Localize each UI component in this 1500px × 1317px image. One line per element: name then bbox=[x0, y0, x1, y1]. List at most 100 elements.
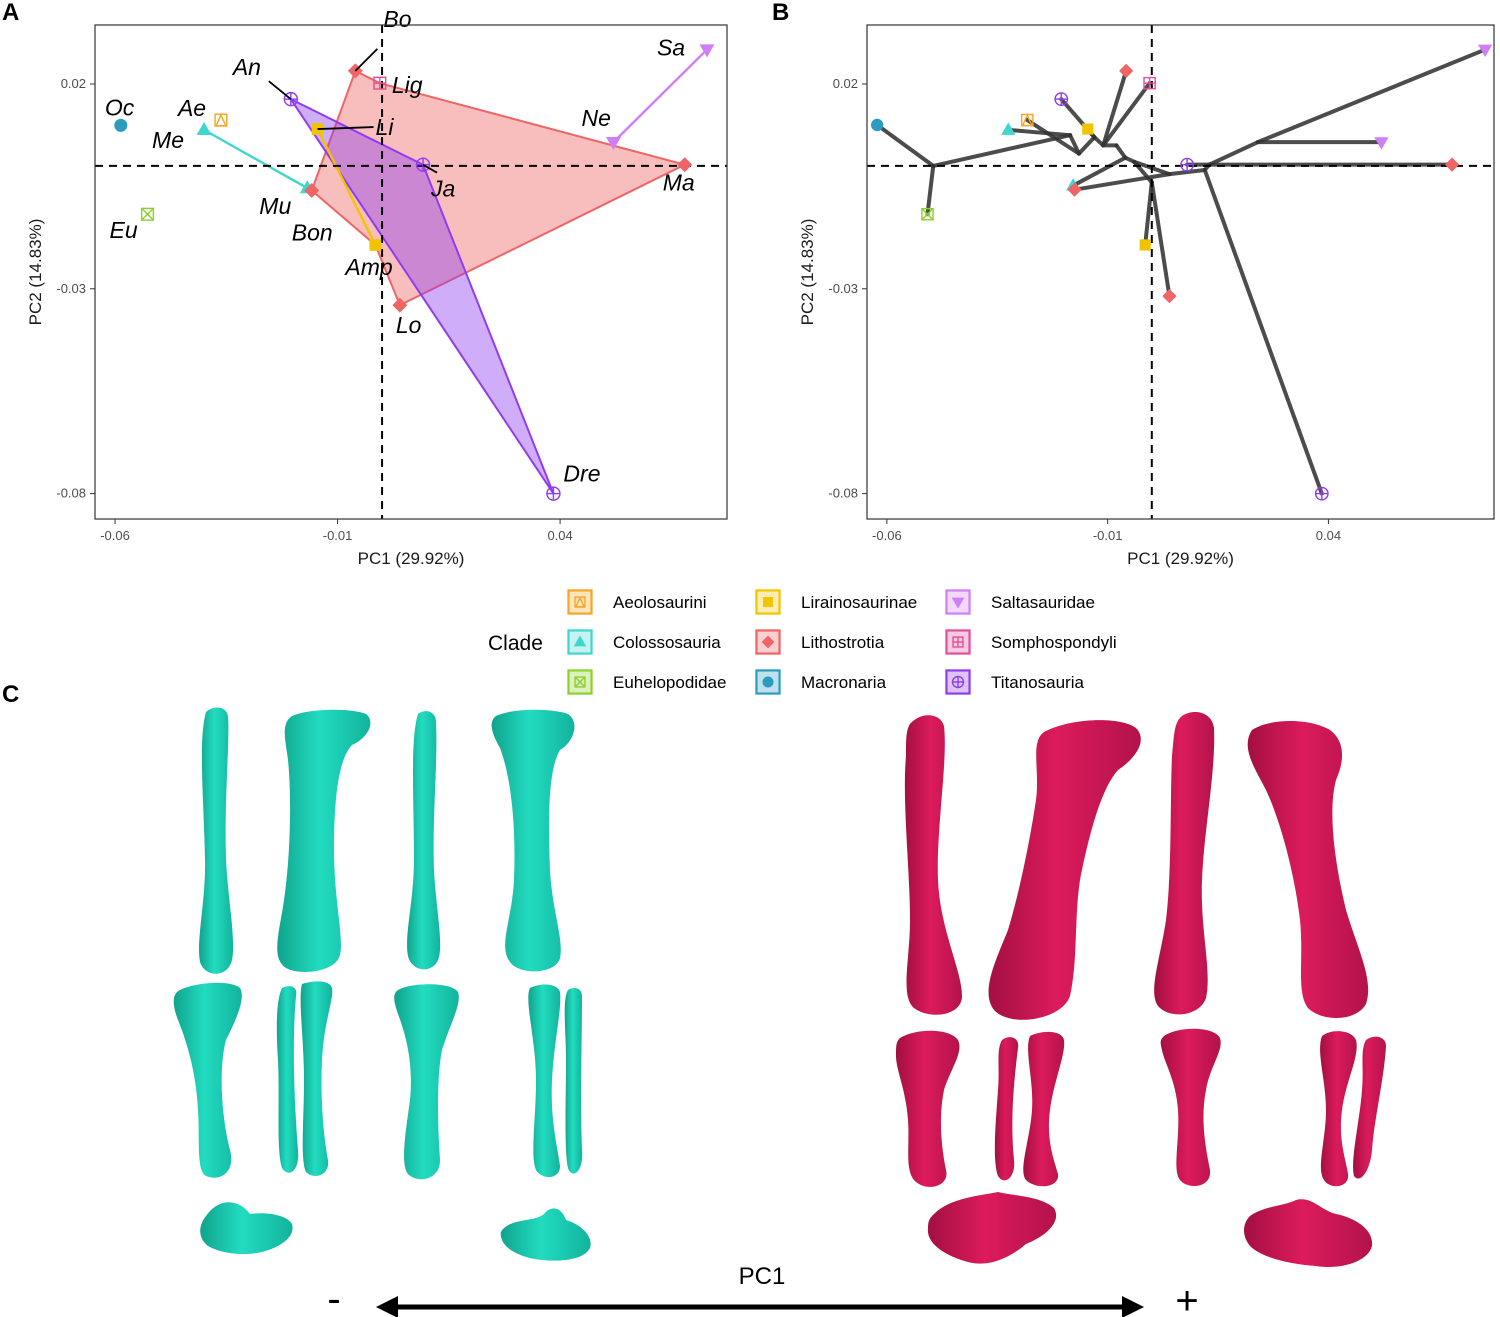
tree-edge bbox=[875, 122, 936, 168]
y-tick-label: 0.02 bbox=[833, 76, 858, 91]
plot-border bbox=[94, 24, 728, 520]
hull-titanosauria bbox=[287, 96, 555, 495]
bone-negative-radius-1 bbox=[199, 707, 234, 974]
tree-edge bbox=[1143, 180, 1154, 247]
point-label-oc: Oc bbox=[105, 94, 135, 120]
x-tick-label: -0.01 bbox=[1093, 528, 1123, 543]
segment-saltasauridae bbox=[612, 48, 708, 144]
tip-an bbox=[1054, 92, 1069, 107]
tip-sa bbox=[1478, 44, 1493, 58]
leader-line-an bbox=[268, 80, 292, 100]
point-label-li: Li bbox=[376, 114, 395, 140]
bone-negative-fibula-1b bbox=[300, 981, 333, 1176]
tree-edge bbox=[1025, 118, 1081, 156]
tip-bo bbox=[1119, 63, 1134, 79]
legend-label-aeolosaurini: Aeolosaurini bbox=[613, 593, 707, 612]
tree-edge bbox=[1071, 155, 1128, 188]
bone-positive-fibula-2a bbox=[1320, 1031, 1357, 1187]
legend-label-titanosauria: Titanosauria bbox=[991, 673, 1084, 692]
pc1-arrow-label: PC1 bbox=[739, 1263, 786, 1290]
legend-key-plus-in-circle-icon bbox=[945, 669, 971, 695]
tree-edge bbox=[1167, 168, 1207, 177]
point-label-ne: Ne bbox=[582, 105, 611, 131]
panel-letter-a: A bbox=[2, 0, 19, 26]
point-oc bbox=[114, 118, 128, 132]
tree-edge bbox=[1149, 180, 1172, 299]
bone-negative-humerus-1 bbox=[277, 709, 371, 972]
tip-eu bbox=[921, 207, 934, 221]
plot-border bbox=[866, 24, 1495, 520]
legend-label-somphospondyli: Somphospondyli bbox=[991, 633, 1117, 652]
bone-negative-tibia-2 bbox=[394, 984, 459, 1180]
bone-positive-fibula-1a bbox=[994, 1037, 1019, 1181]
tip-me bbox=[1001, 122, 1016, 135]
segment-lirainosaurinae bbox=[316, 128, 377, 246]
legend-key-filled-triangle-icon bbox=[567, 629, 593, 655]
x-tick-label: -0.06 bbox=[100, 528, 130, 543]
tree-edge bbox=[1255, 47, 1488, 145]
legend-label-saltasauridae: Saltasauridae bbox=[991, 593, 1095, 612]
point-label-sa: Sa bbox=[657, 35, 685, 61]
bone-positive-humerus-2 bbox=[1247, 721, 1369, 1019]
y-axis-title: PC2 (14.83%) bbox=[26, 219, 45, 326]
bone-negative-radius-2 bbox=[407, 711, 441, 970]
tip-ja bbox=[1180, 157, 1195, 172]
bone-positive-tibia-1 bbox=[896, 1030, 960, 1187]
tree-edge bbox=[1114, 143, 1128, 160]
tree-edge bbox=[931, 133, 1073, 168]
point-lig bbox=[373, 76, 387, 90]
point-label-ma: Ma bbox=[663, 170, 695, 196]
tree-edge bbox=[1076, 135, 1097, 156]
point-label-lo: Lo bbox=[396, 312, 422, 338]
point-eu bbox=[140, 207, 155, 221]
legend-label-colossosauria: Colossosauria bbox=[613, 633, 721, 652]
bone-positive-fibula-1b bbox=[1023, 1031, 1065, 1187]
point-ne bbox=[606, 136, 621, 150]
tip-li bbox=[1082, 123, 1094, 135]
tip-bon bbox=[1067, 182, 1082, 197]
bone-negative-fibula-1a bbox=[276, 986, 299, 1173]
pca-scatter-panel-a: -0.06 -0.01 0.04 0.02 -0.03 -0.08 PC1 (29.92%)… bbox=[26, 6, 728, 568]
y-tick-label: 0.02 bbox=[61, 76, 86, 91]
bone-positive-foot-1 bbox=[927, 1192, 1057, 1264]
pc1-minus-sign: - bbox=[327, 1277, 340, 1317]
segment-colossosauria bbox=[203, 128, 308, 190]
legend-title: Clade bbox=[488, 632, 543, 655]
point-label-eu: Eu bbox=[110, 217, 138, 243]
tip-ma bbox=[1444, 157, 1460, 172]
legend-label-lithostrotia: Lithostrotia bbox=[801, 633, 885, 652]
y-tick-label: -0.08 bbox=[828, 486, 858, 501]
x-tick-label: -0.01 bbox=[323, 528, 353, 543]
leader-line-li bbox=[317, 126, 374, 130]
legend-label-euhelopodidae: Euhelopodidae bbox=[613, 673, 726, 692]
tip-lo bbox=[1162, 289, 1177, 304]
x-tick-label: 0.04 bbox=[1316, 528, 1341, 543]
point-label-mu: Mu bbox=[259, 193, 291, 219]
tree-edge bbox=[1006, 127, 1073, 138]
legend-key-filled-square-icon bbox=[755, 589, 781, 615]
tip-amp bbox=[1139, 239, 1151, 251]
point-label-bo: Bo bbox=[383, 6, 411, 32]
bone-positive-fibula-2b bbox=[1353, 1036, 1386, 1179]
point-bon bbox=[304, 183, 320, 198]
x-tick-label: 0.04 bbox=[547, 528, 572, 543]
legend-key-inverted-triangle-icon bbox=[945, 589, 971, 615]
panel-letter-b: B bbox=[772, 0, 789, 26]
point-label-amp: Amp bbox=[343, 254, 393, 280]
point-sa bbox=[699, 44, 715, 58]
legend-key-filled-circle-icon bbox=[755, 669, 781, 695]
point-ma bbox=[677, 157, 693, 173]
legend-label-macronaria: Macronaria bbox=[801, 673, 887, 692]
bone-positive-radius-2 bbox=[1154, 712, 1215, 1015]
bone-negative-fibula-2b bbox=[564, 988, 583, 1174]
y-tick-label: -0.03 bbox=[56, 281, 86, 296]
bone-models-negative bbox=[173, 707, 591, 1261]
point-label-dre: Dre bbox=[563, 461, 600, 487]
point-label-lig: Lig bbox=[392, 72, 423, 98]
bone-negative-fibula-2a bbox=[528, 984, 561, 1178]
legend-key-x-in-square-icon bbox=[567, 669, 593, 695]
tree-edge bbox=[1207, 140, 1260, 167]
pc1-plus-sign: + bbox=[1175, 1279, 1198, 1317]
bone-negative-humerus-2 bbox=[491, 709, 575, 972]
